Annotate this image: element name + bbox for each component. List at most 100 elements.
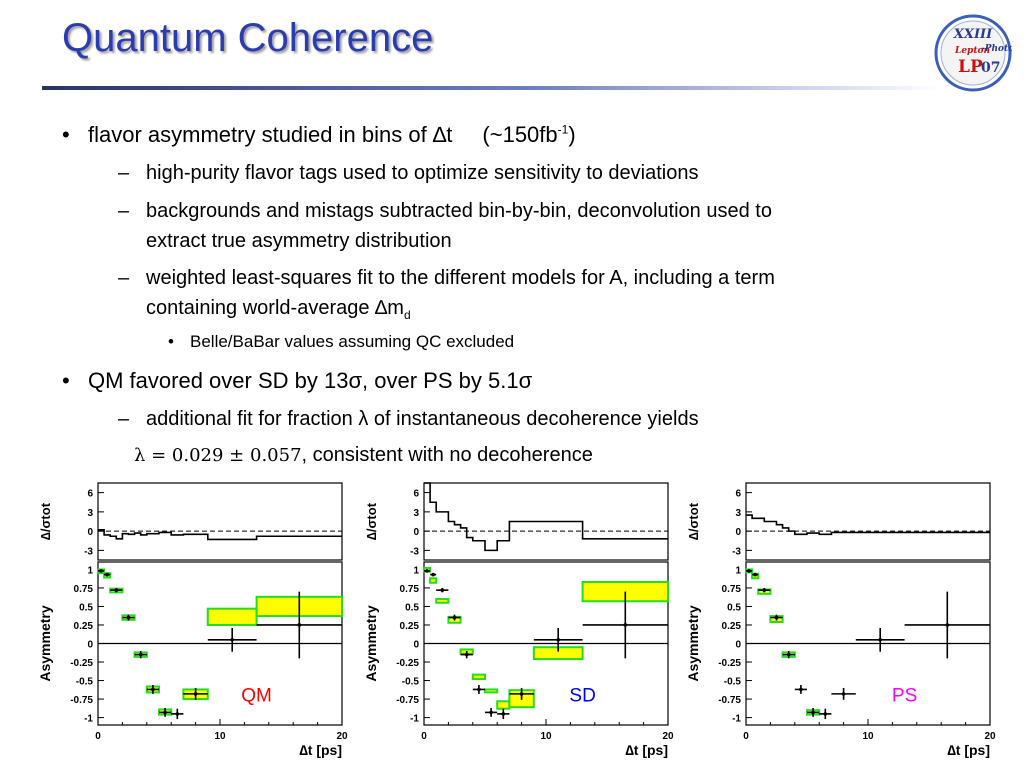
data-point: [753, 572, 757, 577]
model-label: PS: [892, 685, 917, 706]
model-prediction-box: [429, 577, 438, 584]
data-point: [811, 710, 815, 715]
y-tick-label: 0.5: [405, 602, 419, 613]
top-y-tick-label: 0: [735, 527, 741, 538]
data-point: [464, 652, 469, 657]
data-point: [105, 572, 109, 577]
bullet-marker-small: •: [168, 332, 174, 351]
y-axis-label: Asymmetry: [37, 605, 53, 681]
model-label: QM: [241, 685, 272, 706]
y-tick-label: -0.5: [402, 677, 420, 688]
bullet-least-squares-line2: containing world-average ∆md: [146, 297, 411, 322]
data-point: [114, 588, 119, 592]
delta-symbol: ∆: [432, 122, 447, 147]
chart-panel-ps: 630-310.750.50.250-0.25-0.5-0.75-10 10 20∆…: [685, 482, 996, 758]
bullet-backgrounds-line1: backgrounds and mistags subtracted bin-b…: [146, 200, 772, 222]
data-point: [747, 569, 751, 573]
x-tick-label: 20: [662, 731, 674, 742]
y-tick-label: -0.75: [396, 695, 419, 706]
data-point: [425, 569, 429, 573]
data-point: [878, 637, 882, 642]
logo-line2b: -Photon: [981, 44, 1012, 54]
bullet-decoherence-fit: additional fit for fraction λ of instant…: [146, 408, 699, 430]
y-tick-label: 0.5: [79, 602, 93, 613]
bullet-lambda-result: λ = 0.029 ± 0.057, consistent with no de…: [134, 444, 593, 466]
bullet-flavor-tags: high-purity flavor tags used to optimize…: [146, 162, 699, 184]
model-prediction-box: [435, 598, 450, 604]
top-panel-frame: [423, 482, 669, 561]
top-y-tick-label: 6: [413, 489, 419, 500]
y-tick-label: 0: [413, 640, 419, 651]
title-divider: [42, 86, 942, 90]
x-tick-label: 0: [421, 731, 427, 742]
bullet-belle-babar: Belle/BaBar values assuming QC excluded: [190, 332, 515, 351]
model-prediction-box: [484, 688, 499, 694]
y-tick-label: 0.75: [722, 584, 742, 595]
y-tick-label: -0.75: [718, 695, 741, 706]
data-point: [799, 687, 803, 692]
data-point: [489, 710, 493, 715]
data-point: [519, 692, 524, 696]
logo-line3a: LP: [958, 57, 983, 77]
logo-line3b: 07: [981, 60, 1000, 76]
data-point: [786, 652, 791, 657]
residual-histogram: [746, 514, 990, 536]
bullet-marker: •: [62, 122, 70, 147]
top-y-tick-label: 3: [87, 508, 93, 519]
y-tick-label: -0.25: [718, 658, 741, 669]
data-point: [945, 623, 950, 627]
top-y-tick-label: 6: [87, 489, 93, 500]
data-point: [126, 615, 131, 620]
logo-line2a: Lepton: [954, 46, 990, 56]
y-tick-label: 1: [735, 565, 741, 576]
dash-marker: –: [118, 162, 130, 184]
y-tick-label: 0.75: [74, 584, 94, 595]
y-tick-label: 0: [735, 640, 741, 651]
model-prediction-box: [471, 673, 487, 681]
x-tick-label: 0: [95, 731, 101, 742]
x-tick-label: 20: [984, 731, 996, 742]
data-point: [556, 637, 560, 642]
top-y-tick-label: -3: [84, 546, 93, 557]
data-point: [230, 637, 234, 642]
data-point: [175, 712, 180, 716]
logo-line1: XXIII: [953, 27, 993, 42]
y-tick-label: -0.5: [724, 677, 742, 688]
top-panel-frame: [97, 482, 343, 561]
data-point: [477, 687, 481, 692]
data-point: [823, 712, 828, 716]
y-axis-label: Asymmetry: [363, 605, 379, 681]
model-prediction-box: [496, 700, 511, 710]
y-tick-label: 0.75: [400, 584, 420, 595]
top-y-tick-label: 3: [735, 508, 741, 519]
model-prediction-box: [206, 607, 258, 626]
x-axis-label: ∆t [ps]: [299, 742, 342, 758]
top-y-axis-label: ∆/σtot: [686, 502, 701, 540]
data-point: [138, 652, 143, 657]
bullet-flavor-asymmetry: flavor asymmetry studied in bins of ∆t (~…: [88, 122, 576, 147]
y-tick-label: 1: [413, 565, 419, 576]
top-y-tick-label: 0: [87, 527, 93, 538]
residual-histogram: [424, 482, 668, 552]
data-point: [774, 615, 779, 620]
y-tick-label: -0.25: [396, 658, 419, 669]
top-y-tick-label: -3: [732, 546, 741, 557]
lp07-logo: XXIII Lepton -Photon LP 07: [934, 14, 1012, 92]
y-tick-label: -1: [410, 714, 419, 725]
y-tick-label: 1: [87, 565, 93, 576]
x-tick-label: 10: [540, 731, 552, 742]
y-tick-label: -1: [84, 714, 93, 725]
data-point: [297, 623, 302, 627]
data-point: [431, 572, 435, 577]
data-point: [841, 692, 846, 696]
x-tick-label: 10: [214, 731, 226, 742]
x-tick-label: 10: [862, 731, 874, 742]
x-axis-label: ∆t [ps]: [947, 742, 990, 758]
x-tick-label: 20: [336, 731, 348, 742]
dash-marker: –: [118, 408, 130, 430]
top-y-axis-label: ∆/σtot: [364, 502, 379, 540]
top-y-axis-label: ∆/σtot: [38, 502, 53, 540]
data-point: [440, 588, 445, 592]
top-y-tick-label: 3: [413, 508, 419, 519]
bullet-marker: •: [62, 368, 70, 393]
